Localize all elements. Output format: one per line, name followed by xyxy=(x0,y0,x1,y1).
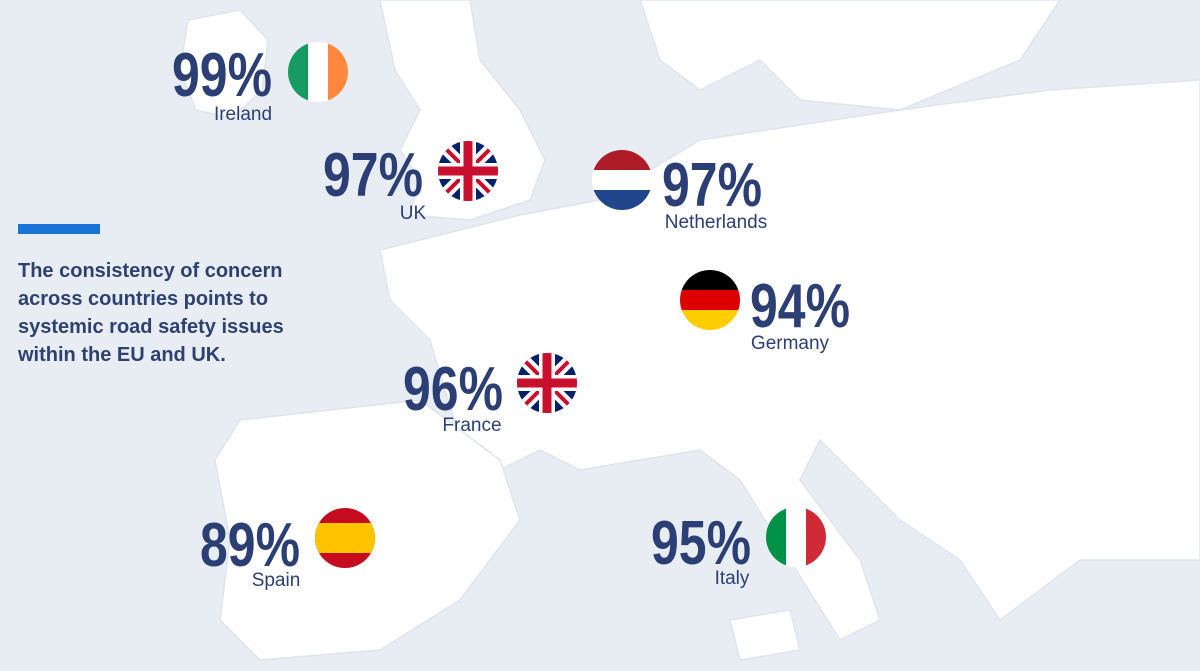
country-percent: 94% xyxy=(750,272,850,341)
flag xyxy=(592,150,652,210)
country-percent: 97% xyxy=(662,151,762,220)
country-name: Germany xyxy=(751,333,830,354)
country-percent: 97% xyxy=(323,141,423,210)
country-percent: 96% xyxy=(403,355,503,424)
note-line: across countries points to xyxy=(18,288,268,310)
flag xyxy=(315,508,375,568)
country-name: Ireland xyxy=(214,104,272,125)
country-name: Netherlands xyxy=(665,212,767,233)
flag xyxy=(517,353,577,413)
note-line: The consistency of concern xyxy=(18,260,283,282)
flag xyxy=(766,507,826,567)
country-name: UK xyxy=(400,203,427,224)
flag xyxy=(438,141,498,201)
country-name: Italy xyxy=(715,568,750,589)
flag xyxy=(680,270,740,330)
country-name: Spain xyxy=(252,570,301,591)
note-line: within the EU and UK. xyxy=(17,344,226,366)
accent-bar xyxy=(18,224,100,234)
flag xyxy=(288,42,348,102)
country-percent: 89% xyxy=(200,511,300,580)
country-percent: 99% xyxy=(172,41,272,110)
country-name: France xyxy=(442,415,501,436)
note-line: systemic road safety issues xyxy=(18,316,284,338)
country-percent: 95% xyxy=(651,509,751,578)
